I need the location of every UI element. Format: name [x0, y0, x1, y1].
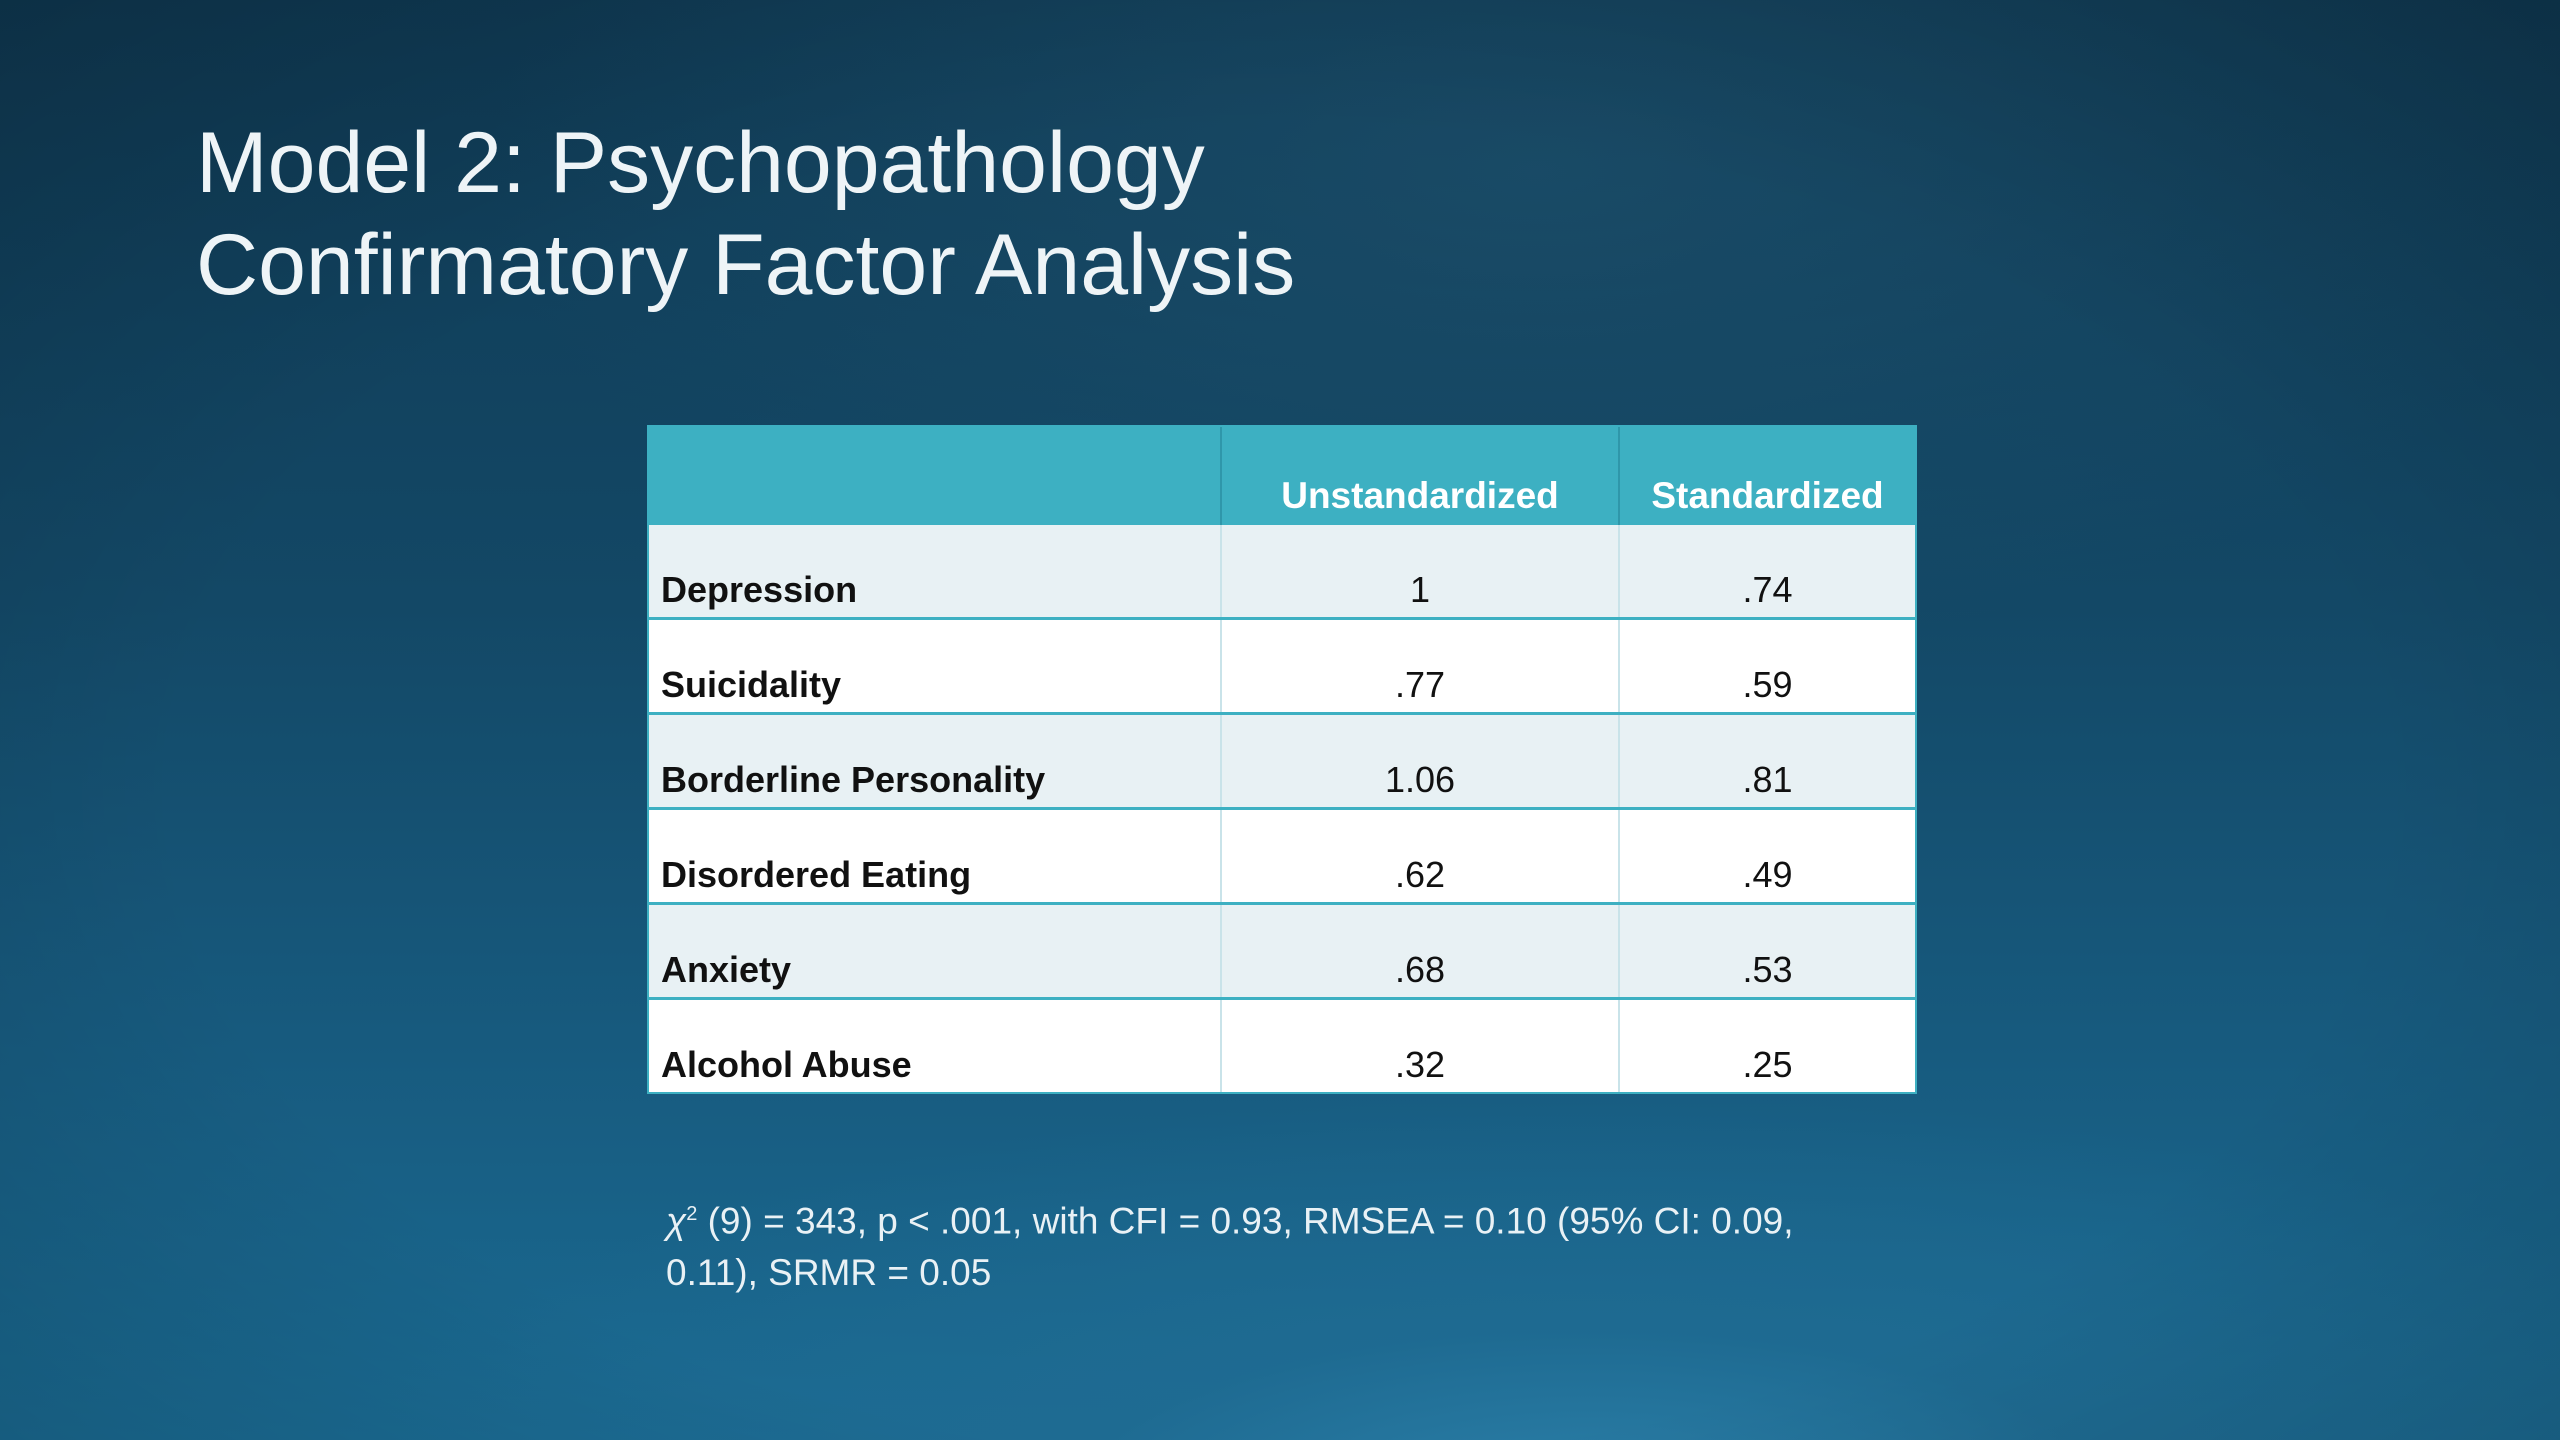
row-label: Borderline Personality [649, 712, 1221, 809]
unstandardized-value: 1.06 [1220, 712, 1619, 809]
table-row: Alcohol Abuse .32 .25 [649, 997, 1915, 1092]
unstandardized-value: .77 [1220, 617, 1619, 714]
standardized-value: .81 [1618, 712, 1915, 809]
unstandardized-value: 1 [1220, 525, 1619, 619]
table-row: Anxiety .68 .53 [649, 902, 1915, 999]
row-label: Alcohol Abuse [649, 997, 1221, 1092]
chi-square-symbol: χ [666, 1200, 687, 1242]
table-row: Suicidality .77 .59 [649, 617, 1915, 714]
slide-title-line-1: Model 2: Psychopathology [196, 115, 1205, 211]
unstandardized-value: .68 [1220, 902, 1619, 999]
row-label: Anxiety [649, 902, 1221, 999]
fit-statistics-footnote: χ2 (9) = 343, p < .001, with CFI = 0.93,… [666, 1188, 1866, 1299]
standardized-value: .25 [1618, 997, 1915, 1092]
standardized-value: .74 [1618, 525, 1915, 619]
header-cell-label [649, 427, 1221, 525]
fit-statistics-text: (9) = 343, p < .001, with CFI = 0.93, RM… [666, 1200, 1794, 1294]
unstandardized-value: .32 [1220, 997, 1619, 1092]
table-row: Depression 1 .74 [649, 525, 1915, 619]
factor-loadings-table: Unstandardized Standardized Depression 1… [647, 425, 1917, 1094]
row-label: Suicidality [649, 617, 1221, 714]
table-row: Disordered Eating .62 .49 [649, 807, 1915, 904]
standardized-value: .53 [1618, 902, 1915, 999]
standardized-value: .59 [1618, 617, 1915, 714]
chi-square-superscript: 2 [686, 1203, 698, 1225]
slide-title: Model 2: Psychopathology Confirmatory Fa… [196, 112, 1896, 316]
header-cell-unstandardized: Unstandardized [1220, 427, 1619, 525]
table-header-row: Unstandardized Standardized [649, 427, 1915, 525]
unstandardized-value: .62 [1220, 807, 1619, 904]
row-label: Disordered Eating [649, 807, 1221, 904]
header-cell-standardized: Standardized [1618, 427, 1915, 525]
standardized-value: .49 [1618, 807, 1915, 904]
table-row: Borderline Personality 1.06 .81 [649, 712, 1915, 809]
row-label: Depression [649, 525, 1221, 619]
slide-title-line-2: Confirmatory Factor Analysis [196, 217, 1296, 313]
